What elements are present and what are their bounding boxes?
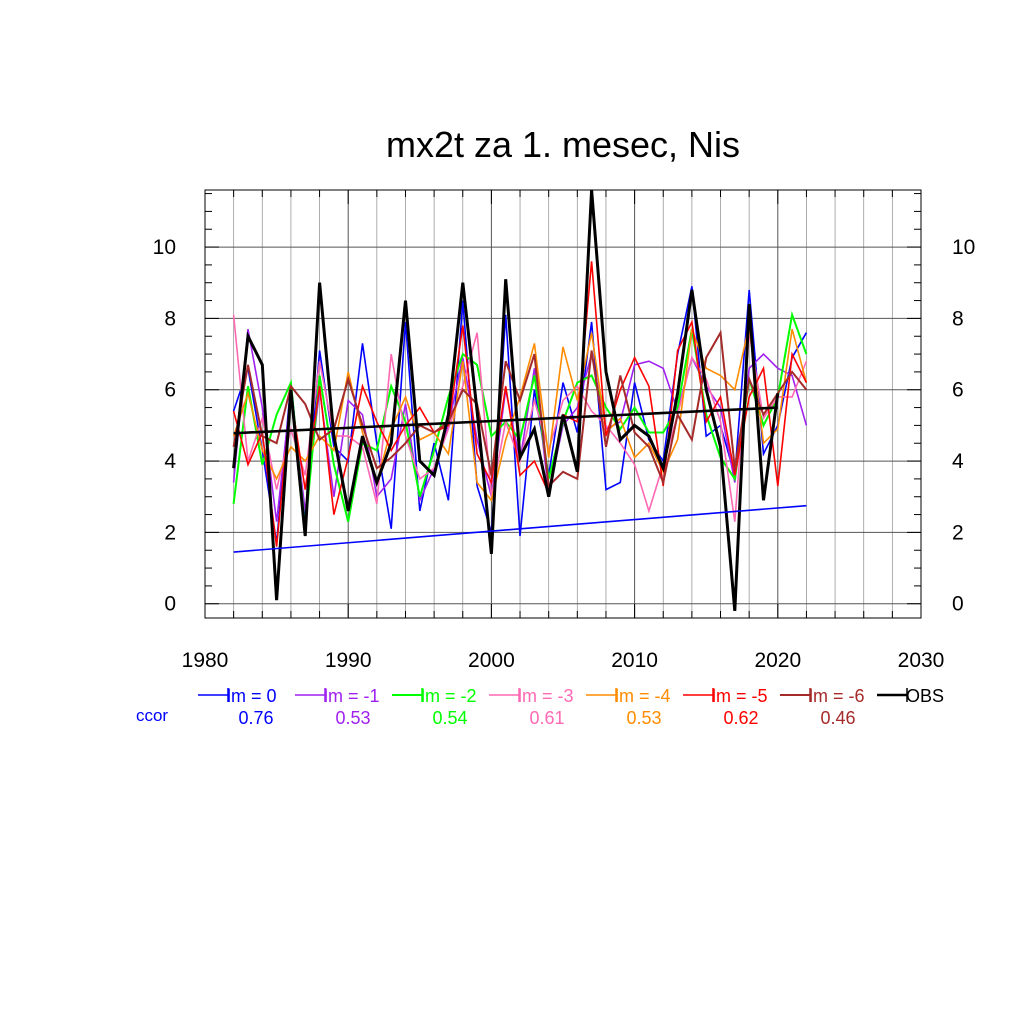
x-tick-label: 2020 — [754, 649, 801, 672]
ccor-value: 0.61 — [529, 708, 564, 728]
plot-frame — [204, 189, 922, 619]
ccor-value: 0.62 — [723, 708, 758, 728]
y-tick-label-right: 10 — [952, 236, 975, 259]
series-line-lm-3 — [232, 314, 808, 522]
legend-label: lm = -2 — [421, 686, 477, 706]
trend-line — [233, 504, 807, 553]
chart-title: mx2t za 1. mesec, Nis — [386, 124, 740, 165]
grid — [205, 190, 921, 618]
ccor-value: 0.53 — [626, 708, 661, 728]
ccor-value: 0.53 — [335, 708, 370, 728]
ccor-label: ccor — [136, 706, 168, 725]
x-axis: 1980 1990 2000 2010 2020 2030 — [182, 190, 945, 672]
y-axis: 0 0 2 2 4 4 6 6 8 8 10 10 — [153, 236, 976, 616]
legend-label: lm = -4 — [615, 686, 671, 706]
x-tick-label: 2030 — [898, 649, 945, 672]
legend-label: lm = 0 — [227, 686, 277, 706]
series-lines — [232, 189, 808, 612]
x-tick-label: 2010 — [611, 649, 658, 672]
series-line-OBS — [232, 189, 780, 612]
minor-ticks — [205, 190, 921, 618]
ccor-value: 0.76 — [238, 708, 273, 728]
x-tick-label: 2000 — [468, 649, 515, 672]
y-tick-label-left: 4 — [164, 450, 176, 473]
legend-label: OBS — [906, 686, 944, 706]
trend-line — [233, 406, 778, 435]
y-tick-label-right: 2 — [952, 521, 964, 544]
series-line-lm-4 — [232, 325, 808, 503]
legend-label: lm = -3 — [518, 686, 574, 706]
y-tick-label-right: 0 — [952, 593, 964, 616]
y-tick-label-left: 6 — [164, 379, 176, 402]
legend-label: lm = -5 — [712, 686, 768, 706]
ccor-value: 0.46 — [820, 708, 855, 728]
x-tick-label: 1980 — [182, 649, 229, 672]
series-line-lm-6 — [232, 329, 808, 489]
ccor-value: 0.54 — [432, 708, 467, 728]
x-tick-label: 1990 — [325, 649, 372, 672]
y-tick-label-left: 8 — [164, 307, 176, 330]
y-tick-label-left: 10 — [153, 236, 176, 259]
y-tick-label-right: 4 — [952, 450, 964, 473]
y-tick-label-left: 2 — [164, 521, 176, 544]
legend-label: lm = -6 — [809, 686, 865, 706]
legend-label: lm = -1 — [324, 686, 380, 706]
y-tick-label-left: 0 — [164, 593, 176, 616]
trend-lines — [233, 406, 807, 553]
y-tick-label-right: 6 — [952, 379, 964, 402]
y-tick-label-right: 8 — [952, 307, 964, 330]
